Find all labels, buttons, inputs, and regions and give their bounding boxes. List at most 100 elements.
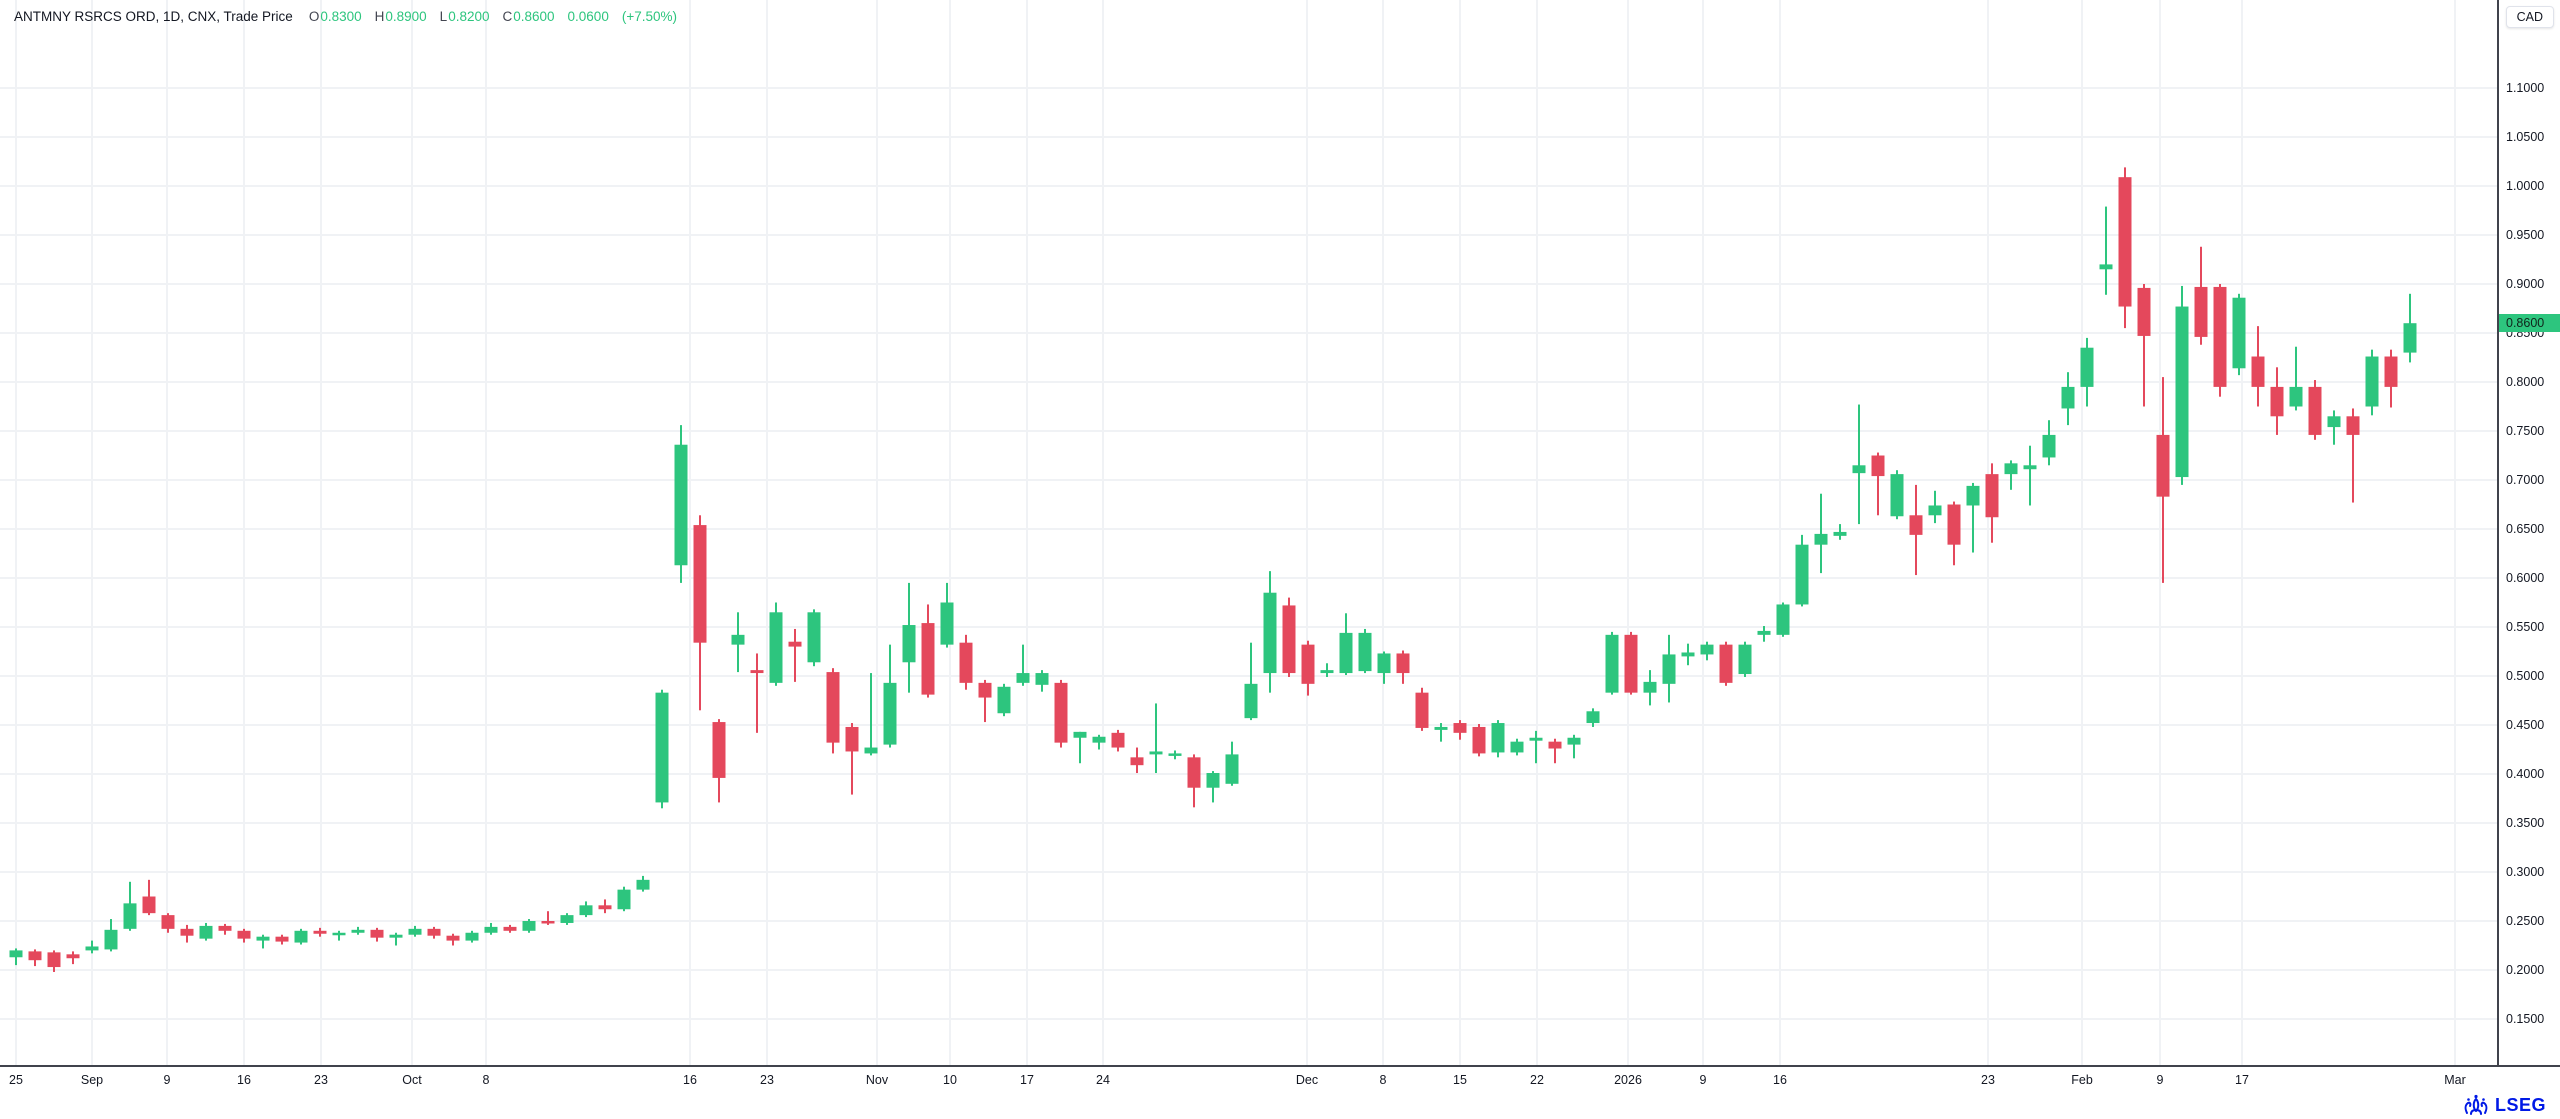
candle[interactable] xyxy=(674,425,688,583)
candle[interactable] xyxy=(883,644,897,748)
candle[interactable] xyxy=(997,683,1011,717)
candle[interactable] xyxy=(47,950,61,972)
candlestick-chart[interactable] xyxy=(0,0,2497,1065)
candle[interactable] xyxy=(1225,741,1239,786)
candle[interactable] xyxy=(1339,613,1353,676)
currency-toggle-button[interactable]: CAD xyxy=(2505,6,2554,28)
candle[interactable] xyxy=(1149,703,1163,774)
candle[interactable] xyxy=(1757,626,1771,642)
candle[interactable] xyxy=(1377,651,1391,684)
candle[interactable] xyxy=(85,940,99,954)
candle[interactable] xyxy=(2251,326,2265,407)
candle[interactable] xyxy=(1890,470,1904,520)
candle[interactable] xyxy=(1985,463,1999,543)
candle[interactable] xyxy=(1966,482,1980,553)
candle[interactable] xyxy=(1586,708,1600,727)
candle[interactable] xyxy=(2365,349,2379,416)
candle[interactable] xyxy=(1947,501,1961,566)
candle[interactable] xyxy=(1016,644,1030,686)
candle[interactable] xyxy=(978,679,992,723)
candle[interactable] xyxy=(104,919,118,952)
candle[interactable] xyxy=(1605,631,1619,695)
candle[interactable] xyxy=(959,634,973,690)
candle[interactable] xyxy=(2080,337,2094,407)
candle[interactable] xyxy=(2004,460,2018,490)
candle[interactable] xyxy=(750,653,764,733)
candle[interactable] xyxy=(1871,452,1885,516)
candle[interactable] xyxy=(1415,687,1429,731)
candle[interactable] xyxy=(921,604,935,698)
candle[interactable] xyxy=(427,926,441,939)
candle[interactable] xyxy=(693,515,707,711)
candle[interactable] xyxy=(1681,643,1695,666)
candle[interactable] xyxy=(1282,597,1296,677)
candle[interactable] xyxy=(275,934,289,945)
candle[interactable] xyxy=(1833,524,1847,540)
candle[interactable] xyxy=(1320,663,1334,677)
candle[interactable] xyxy=(940,582,954,648)
candle[interactable] xyxy=(370,927,384,942)
candle[interactable] xyxy=(1073,731,1087,764)
candle[interactable] xyxy=(1244,642,1258,721)
candle[interactable] xyxy=(123,881,137,931)
candle[interactable] xyxy=(864,673,878,756)
candle[interactable] xyxy=(503,924,517,933)
candle[interactable] xyxy=(1301,640,1315,696)
candle[interactable] xyxy=(2346,408,2360,503)
candle[interactable] xyxy=(2327,410,2341,445)
candle[interactable] xyxy=(389,932,403,946)
candle[interactable] xyxy=(617,886,631,912)
candle[interactable] xyxy=(2156,377,2170,583)
candle[interactable] xyxy=(2194,246,2208,345)
candle[interactable] xyxy=(1529,730,1543,764)
candle[interactable] xyxy=(1092,734,1106,750)
candle[interactable] xyxy=(1054,679,1068,748)
candle[interactable] xyxy=(1130,747,1144,774)
candle[interactable] xyxy=(2118,167,2132,329)
candle[interactable] xyxy=(1035,670,1049,692)
candle[interactable] xyxy=(484,922,498,935)
candle[interactable] xyxy=(1453,720,1467,740)
candle[interactable] xyxy=(1206,771,1220,803)
candle[interactable] xyxy=(636,875,650,892)
candle[interactable] xyxy=(2384,349,2398,408)
candle[interactable] xyxy=(2270,367,2284,435)
candle[interactable] xyxy=(1187,754,1201,808)
candle[interactable] xyxy=(1852,404,1866,525)
price-axis[interactable]: 0.8600 1.1000 1.0500 1.0000 0.9500 0.9000 0.8… xyxy=(2497,0,2560,1065)
candle[interactable] xyxy=(66,951,80,965)
candle[interactable] xyxy=(2232,293,2246,376)
candle[interactable] xyxy=(1643,670,1657,706)
candle[interactable] xyxy=(142,879,156,916)
candle[interactable] xyxy=(1168,750,1182,760)
candle[interactable] xyxy=(9,948,23,966)
candlestick-chart-pane[interactable] xyxy=(0,0,2497,1065)
candle[interactable] xyxy=(598,899,612,914)
candle[interactable] xyxy=(332,930,346,941)
candle[interactable] xyxy=(294,928,308,945)
candle[interactable] xyxy=(541,911,555,925)
candle[interactable] xyxy=(313,927,327,937)
candle[interactable] xyxy=(845,723,859,795)
candle[interactable] xyxy=(28,949,42,967)
candle[interactable] xyxy=(2042,420,2056,466)
candle[interactable] xyxy=(1567,734,1581,759)
candle[interactable] xyxy=(2308,380,2322,440)
candle[interactable] xyxy=(1719,641,1733,686)
candle[interactable] xyxy=(351,926,365,935)
candle[interactable] xyxy=(1776,602,1790,637)
candle[interactable] xyxy=(522,919,536,933)
chart-legend[interactable]: ANTMNY RSRCS ORD, 1D, CNX, Trade Price O… xyxy=(14,8,677,26)
candle[interactable] xyxy=(1358,628,1372,674)
candle[interactable] xyxy=(1738,641,1752,677)
candle[interactable] xyxy=(2023,445,2037,506)
candle[interactable] xyxy=(807,609,821,667)
candle[interactable] xyxy=(161,913,175,933)
candle[interactable] xyxy=(408,925,422,937)
candle[interactable] xyxy=(731,612,745,673)
candle[interactable] xyxy=(579,901,593,918)
candle[interactable] xyxy=(1510,738,1524,756)
candle[interactable] xyxy=(256,934,270,949)
candle[interactable] xyxy=(1263,571,1277,693)
candle[interactable] xyxy=(1472,724,1486,757)
